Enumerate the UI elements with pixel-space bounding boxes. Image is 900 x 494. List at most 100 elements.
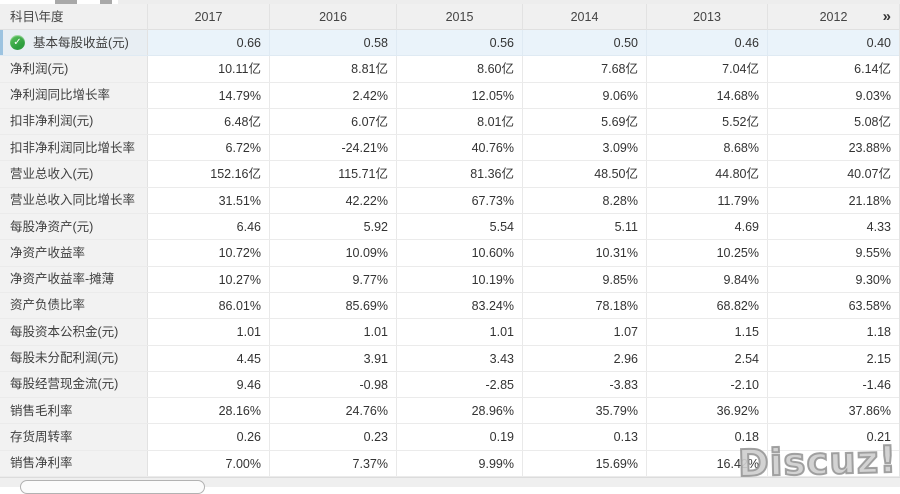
metric-value-cell: 9.46 xyxy=(148,371,270,398)
metric-value-cell: 67.73% xyxy=(397,187,523,214)
metric-value-cell: 9.06% xyxy=(523,82,647,108)
horizontal-scrollbar-track[interactable] xyxy=(0,477,900,494)
metric-value-cell: 8.68% xyxy=(647,135,768,161)
table-row: 营业总收入同比增长率 31.51% 42.22% 67.73% 8.28% 11.79% 2… xyxy=(0,187,899,215)
metric-label: 净利润(元) xyxy=(10,61,69,76)
metric-value-cell: 63.58% xyxy=(768,292,899,319)
metric-value-cell: 3.09% xyxy=(523,135,647,161)
horizontal-scrollbar-thumb[interactable] xyxy=(20,480,205,494)
metric-label: 每股资本公积金(元) xyxy=(10,324,119,339)
metric-value-cell: 4.69 xyxy=(647,214,768,240)
metric-label: 扣非净利润(元) xyxy=(10,114,94,129)
metric-value-cell: 0.26 xyxy=(148,424,270,450)
metric-label-cell[interactable]: 营业总收入(元) xyxy=(0,161,148,187)
metric-value-cell: 28.96% xyxy=(397,398,523,424)
metric-value-cell: 8.81亿 xyxy=(270,56,397,82)
metric-label-cell[interactable]: ✓ 基本每股收益(元) xyxy=(0,30,148,56)
metric-value-cell: 9.30% xyxy=(768,266,899,292)
metric-label: 营业总收入同比增长率 xyxy=(10,193,136,208)
year-column-header-2013: 2013 xyxy=(647,4,768,30)
metric-value-cell: 5.69亿 xyxy=(523,108,647,135)
metric-value-cell: 35.79% xyxy=(523,398,647,424)
metric-value-cell: 28.16% xyxy=(148,398,270,424)
metric-value-cell: 21.18% xyxy=(768,187,899,214)
metric-value-cell: 115.71亿 xyxy=(270,161,397,187)
metric-value-cell: 68.82% xyxy=(647,292,768,319)
metric-value-cell: 1.01 xyxy=(270,319,397,345)
metric-label-cell[interactable]: 每股净资产(元) xyxy=(0,214,148,240)
metric-value-cell: 36.92% xyxy=(647,398,768,424)
metric-value-cell: 9.84% xyxy=(647,266,768,292)
metric-value-cell: 152.16亿 xyxy=(148,161,270,187)
metric-value-cell: 12.05% xyxy=(397,82,523,108)
metric-label-cell[interactable]: 净利润同比增长率 xyxy=(0,82,148,108)
metric-value-cell: 40.07亿 xyxy=(768,161,899,187)
table-row: 净资产收益率 10.72% 10.09% 10.60% 10.31% 10.25% 9.55… xyxy=(0,240,899,267)
metric-value-cell: -1.46 xyxy=(768,371,899,398)
metric-label-cell[interactable]: 扣非净利润(元) xyxy=(0,108,148,135)
metric-value-cell: -2.10 xyxy=(647,371,768,398)
metric-value-cell: 14.68% xyxy=(647,82,768,108)
metric-value-cell: 6.14亿 xyxy=(768,56,899,82)
metric-label-cell[interactable]: 营业总收入同比增长率 xyxy=(0,187,148,214)
metric-label-cell[interactable]: 存货周转率 xyxy=(0,424,148,450)
metric-label-cell[interactable]: 净利润(元) xyxy=(0,56,148,82)
metric-value-cell: 0.50 xyxy=(523,30,647,56)
metric-value-cell: 37.86% xyxy=(768,398,899,424)
year-column-header-2017: 2017 xyxy=(148,4,270,30)
year-column-header-2016: 2016 xyxy=(270,4,397,30)
table-body: ✓ 基本每股收益(元) 0.66 0.58 0.56 0.50 0.46 0.40 净利润(元)… xyxy=(0,30,899,478)
metric-value-cell: 16.42% xyxy=(647,450,768,477)
year-column-header-2015: 2015 xyxy=(397,4,523,30)
metric-value-cell: 1.01 xyxy=(397,319,523,345)
metric-value-cell: 9.85% xyxy=(523,266,647,292)
table-row: 每股资本公积金(元) 1.01 1.01 1.01 1.07 1.15 1.18 xyxy=(0,319,899,346)
metric-value-cell: 0.13 xyxy=(523,424,647,450)
metric-value-cell: 2.15 xyxy=(768,345,899,371)
metric-label-cell[interactable]: 资产负债比率 xyxy=(0,292,148,319)
table-row: 销售净利率 7.00% 7.37% 9.99% 15.69% 16.42% xyxy=(0,450,899,478)
metric-label-cell[interactable]: 净资产收益率 xyxy=(0,240,148,266)
metric-value-cell: 14.79% xyxy=(148,82,270,108)
metric-value-cell: 9.03% xyxy=(768,82,899,108)
table-row: 销售毛利率 28.16% 24.76% 28.96% 35.79% 36.92% 37.86… xyxy=(0,398,899,425)
metric-value-cell: 78.18% xyxy=(523,292,647,319)
metric-value-cell: 8.01亿 xyxy=(397,108,523,135)
metric-label: 净资产收益率-摊薄 xyxy=(10,272,115,287)
year-column-header-2012: 2012» xyxy=(768,4,899,30)
metric-value-cell: 10.27% xyxy=(148,266,270,292)
table-row: 存货周转率 0.26 0.23 0.19 0.13 0.18 0.21 xyxy=(0,424,899,451)
metric-value-cell: 0.18 xyxy=(647,424,768,450)
metric-value-cell: -24.21% xyxy=(270,135,397,161)
metric-value-cell: 3.91 xyxy=(270,345,397,371)
metric-label-cell[interactable]: 销售净利率 xyxy=(0,450,148,477)
metric-label-cell[interactable]: 每股资本公积金(元) xyxy=(0,319,148,345)
selected-check-icon[interactable]: ✓ xyxy=(10,35,25,51)
metric-value-cell: 15.69% xyxy=(523,450,647,477)
metric-value-cell: 9.77% xyxy=(270,266,397,292)
metric-value-cell: 0.19 xyxy=(397,424,523,450)
metric-label: 资产负债比率 xyxy=(10,298,86,313)
table-row: 每股经营现金流(元) 9.46 -0.98 -2.85 -3.83 -2.10 -1.46 xyxy=(0,371,899,399)
metric-label: 存货周转率 xyxy=(10,429,73,444)
metric-label: 销售净利率 xyxy=(10,456,73,471)
metric-label-cell[interactable]: 销售毛利率 xyxy=(0,398,148,424)
metric-value-cell: 0.66 xyxy=(148,30,270,56)
metric-label-cell[interactable]: 每股经营现金流(元) xyxy=(0,371,148,398)
metric-label-cell[interactable]: 每股未分配利润(元) xyxy=(0,345,148,371)
metric-value-cell: 4.45 xyxy=(148,345,270,371)
metric-value-cell: 9.55% xyxy=(768,240,899,266)
metric-label-cell[interactable]: 净资产收益率-摊薄 xyxy=(0,266,148,292)
metric-value-cell: 85.69% xyxy=(270,292,397,319)
table-row: 营业总收入(元) 152.16亿 115.71亿 81.36亿 48.50亿 44.80亿… xyxy=(0,161,899,188)
metric-label: 净资产收益率 xyxy=(10,245,86,260)
cut-off-top-strip xyxy=(0,0,900,4)
metric-value-cell: 8.60亿 xyxy=(397,56,523,82)
metric-value-cell: 2.54 xyxy=(647,345,768,371)
metric-value-cell: 44.80亿 xyxy=(647,161,768,187)
more-years-button[interactable]: » xyxy=(882,8,891,25)
metric-label-cell[interactable]: 扣非净利润同比增长率 xyxy=(0,135,148,161)
table-row: 每股净资产(元) 6.46 5.92 5.54 5.11 4.69 4.33 xyxy=(0,214,899,241)
metric-value-cell: 1.18 xyxy=(768,319,899,345)
metric-value-cell: 10.25% xyxy=(647,240,768,266)
